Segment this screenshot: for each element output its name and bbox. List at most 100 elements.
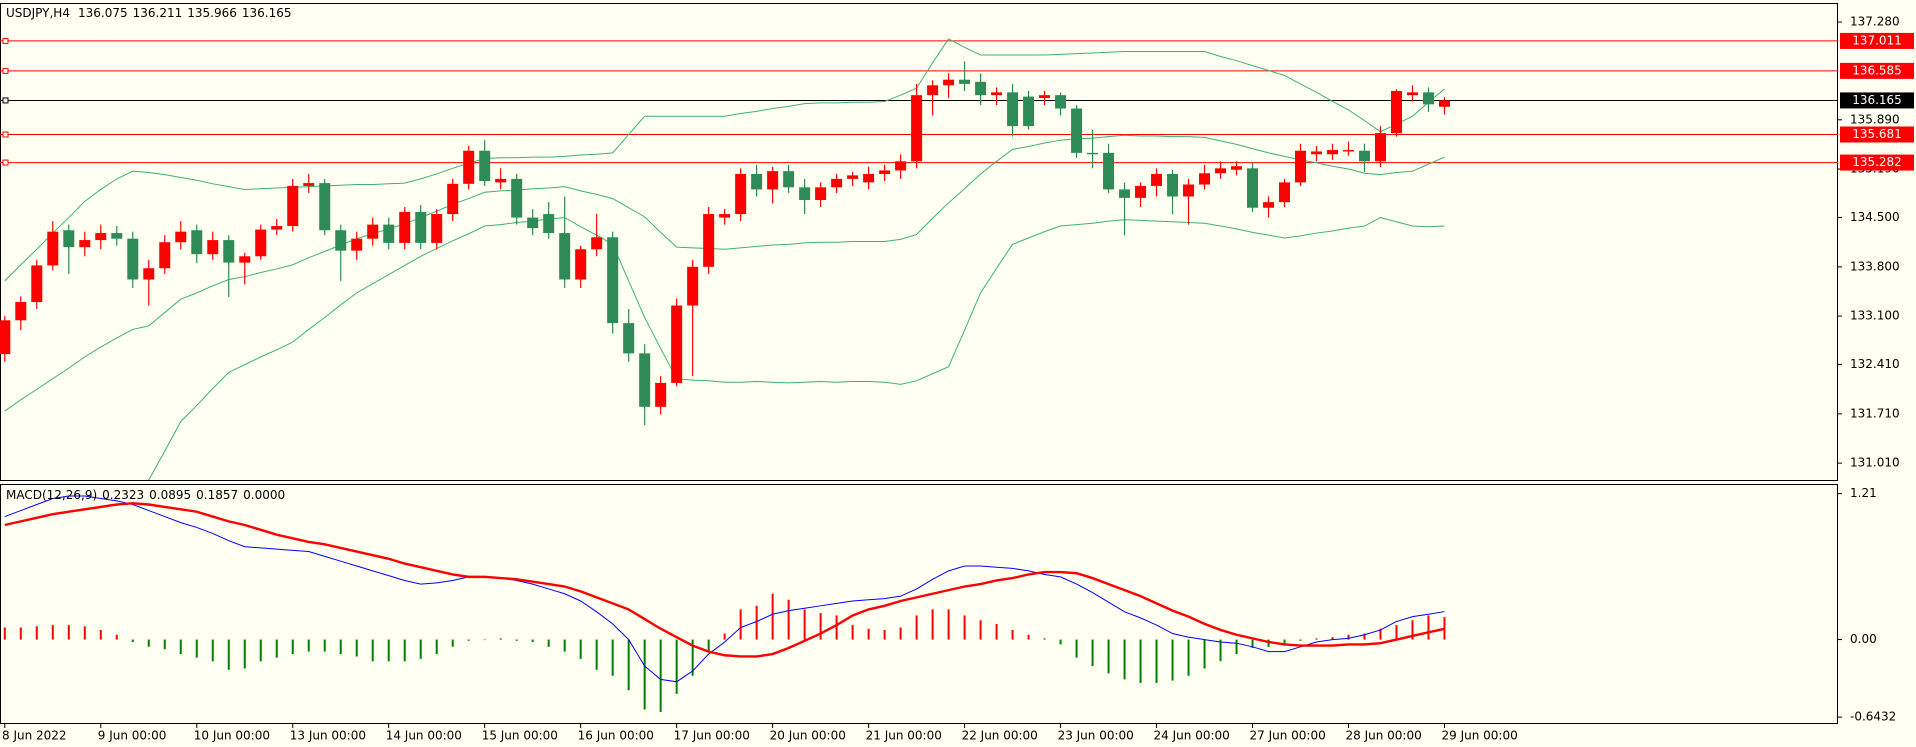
y-tick-label: 131.010 [1850,456,1900,470]
candle-body [319,183,331,231]
candle-body [1359,150,1371,162]
candle-body [1199,173,1211,185]
candle-body [1422,92,1434,105]
candle-body [991,92,1003,96]
band-line [4,38,1445,282]
y-tick-label: 0.00 [1850,632,1877,646]
candle-body [1183,184,1195,197]
level-price-label: 136.585 [1852,63,1902,77]
macd-header: MACD(12,26,9) 0.2323 0.0895 0.1857 0.0000 [6,488,285,502]
x-tick-label: 14 Jun 00:00 [386,729,462,743]
candle-body [143,268,155,280]
candle-body [671,305,683,383]
x-tick-label: 15 Jun 00:00 [482,729,558,743]
candle-body [543,214,555,234]
histogram-bar [1395,625,1398,640]
histogram-bar [1411,620,1414,640]
level-price-label: 135.681 [1852,127,1902,141]
candle-body [687,266,699,306]
level-anchor [2,67,9,74]
main-plot [0,37,1838,480]
level-price-label: 137.011 [1852,33,1902,47]
header-open: 136.075 [78,6,128,20]
candle-body [127,238,139,280]
y-tick-label: 1.21 [1850,486,1877,500]
histogram-bar [1235,639,1238,655]
candle-body [415,211,427,243]
level-price-label: 136.165 [1852,93,1902,107]
histogram-bar [387,639,390,662]
histogram-bar [211,639,214,662]
candle-body [863,173,875,183]
y-tick-label: 132.410 [1850,357,1900,371]
histogram-bar [787,599,790,640]
candle-body [1231,166,1243,170]
histogram-bar [659,639,662,712]
main-panel-frame [0,3,1838,481]
x-tick-label: 27 Jun 00:00 [1250,729,1326,743]
histogram-bar [899,627,902,640]
histogram-bar [67,625,70,640]
candle-body [431,214,443,243]
histogram-bar [1251,639,1254,649]
histogram-bar [1139,639,1142,683]
histogram-bar [1155,639,1158,683]
histogram-bar [163,639,166,650]
histogram-bar [1283,639,1286,646]
candle-body [735,173,747,215]
candle-body [1247,168,1259,208]
histogram-bar [1443,617,1446,640]
candle-body [831,178,843,188]
candle-body [399,211,411,243]
candle-body [31,265,43,303]
x-tick-label: 13 Jun 00:00 [290,729,366,743]
candle-body [287,185,299,227]
candle-body [847,175,859,179]
candle-body [1343,150,1355,152]
candle-body [703,214,715,267]
candle-body [1311,151,1323,155]
candle-body [767,171,779,190]
y-tick-label: -0.6432 [1850,710,1896,724]
x-tick-label: 9 Jun 00:00 [98,729,167,743]
histogram-bar [1171,639,1174,681]
histogram-bar [1075,639,1078,658]
candle-body [1023,96,1035,127]
histogram-bar [1203,639,1206,669]
x-tick-label: 23 Jun 00:00 [1058,729,1134,743]
candle-body [383,224,395,243]
candle-body [239,256,251,263]
x-tick-label: 24 Jun 00:00 [1154,729,1230,743]
x-tick-label: 10 Jun 00:00 [194,729,270,743]
histogram-bar [611,639,614,676]
histogram-bar [931,609,934,640]
histogram-bar [435,639,438,655]
candle-body [927,85,939,96]
histogram-bar [451,639,454,647]
candle-body [879,170,891,174]
candle-body [1406,92,1418,96]
histogram-bar [483,639,486,641]
histogram-bar [1107,639,1110,674]
y-tick-label: 133.800 [1850,259,1900,273]
histogram-bar [131,639,134,642]
candle-body [191,230,203,255]
histogram-bar [467,639,470,641]
level-price-box [1840,92,1914,109]
histogram-bar [1011,629,1014,640]
histogram-bar [579,639,582,659]
x-tick-label: 20 Jun 00:00 [770,729,846,743]
candle-body [223,240,235,263]
histogram-bar [995,623,998,640]
candle-body [751,173,763,190]
x-tick-label: 22 Jun 00:00 [962,729,1038,743]
histogram-bar [867,628,870,640]
candle-body [111,233,123,239]
level-price-box [1840,126,1914,143]
candle-body [591,237,603,250]
histogram-bar [819,613,822,640]
histogram-bar [1427,615,1430,640]
histogram-bar [723,633,726,640]
histogram-bar [403,639,406,662]
